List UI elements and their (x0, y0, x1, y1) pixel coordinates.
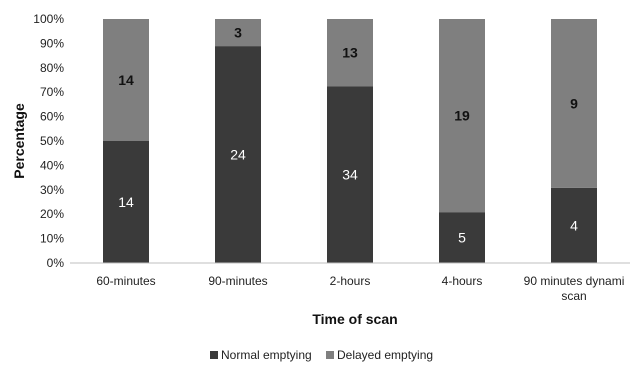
y-tick-label: 60% (40, 110, 64, 124)
y-tick-label: 0% (47, 256, 65, 270)
x-tick-label: 90-minutes (208, 274, 267, 288)
bar-segment-normal (327, 86, 373, 263)
bar-segment-normal (215, 46, 261, 263)
y-tick-label: 90% (40, 36, 64, 50)
bar-segment-normal (551, 187, 597, 263)
bar-segment-delayed (327, 19, 373, 87)
x-tick-label: 2-hours (330, 274, 371, 288)
bar-segment-delayed (103, 19, 149, 141)
data-label: 19 (454, 108, 470, 124)
legend-label: Delayed emptying (337, 348, 433, 362)
legend-label: Normal emptying (221, 348, 312, 362)
y-tick-label: 20% (40, 207, 64, 221)
data-label: 5 (458, 230, 466, 246)
data-label: 24 (230, 147, 246, 163)
data-label: 9 (570, 95, 578, 111)
y-tick-label: 70% (40, 85, 64, 99)
y-tick-label: 100% (33, 12, 64, 26)
bar-segment-delayed (215, 19, 261, 47)
data-label: 4 (570, 217, 578, 233)
data-label: 3 (234, 25, 242, 41)
y-tick-label: 10% (40, 232, 64, 246)
y-axis-ticks: 0% 10% 20% 30% 40% 50% 60% 70% 80% 90% 100% (33, 12, 64, 270)
data-label: 34 (342, 167, 358, 183)
x-axis-title: Time of scan (312, 311, 397, 327)
data-label: 14 (118, 194, 134, 210)
bars (103, 19, 597, 263)
x-tick-label: 90 minutes dynami (524, 274, 625, 288)
y-axis-title: Percentage (11, 103, 27, 179)
x-tick-label: scan (561, 289, 586, 303)
data-label: 14 (118, 72, 134, 88)
x-tick-label: 4-hours (442, 274, 483, 288)
x-axis-ticks: 60-minutes 90-minutes 2-hours 4-hours 90 min… (96, 274, 624, 303)
bar-segment-normal (103, 141, 149, 263)
legend-swatch (326, 351, 334, 359)
y-tick-label: 50% (40, 134, 64, 148)
data-labels: 14 14 24 3 34 13 5 19 4 9 (118, 25, 578, 246)
y-tick-label: 40% (40, 158, 64, 172)
data-label: 13 (342, 45, 358, 61)
bar-segment-delayed (551, 19, 597, 188)
x-tick-label: 60-minutes (96, 274, 155, 288)
legend: Normal emptying Delayed emptying (210, 348, 433, 362)
bar-segment-normal (439, 212, 485, 263)
y-tick-label: 80% (40, 61, 64, 75)
bar-segment-delayed (439, 19, 485, 213)
legend-swatch (210, 351, 218, 359)
y-tick-label: 30% (40, 183, 64, 197)
